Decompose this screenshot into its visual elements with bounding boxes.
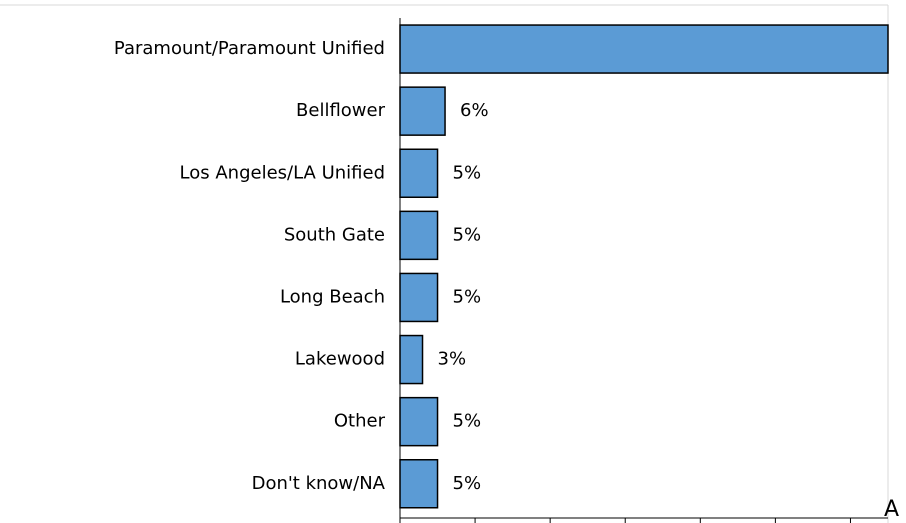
bar — [399, 24, 889, 74]
y-tick-label: Other — [334, 411, 386, 432]
y-tick-label: Los Angeles/LA Unified — [180, 162, 385, 183]
bar — [399, 459, 439, 509]
bar — [399, 334, 424, 385]
bar — [399, 86, 446, 136]
y-tick-label: Paramount/Paramount Unified — [114, 38, 385, 59]
value-label: 5% — [453, 162, 482, 183]
value-label: 6% — [460, 100, 489, 121]
value-label: 5% — [453, 286, 482, 307]
y-tick-label: Don't know/NA — [252, 473, 386, 494]
bar — [399, 210, 439, 261]
value-label: 5% — [453, 411, 482, 432]
bar — [399, 148, 439, 198]
y-tick-label: Bellflower — [296, 100, 386, 121]
bar — [399, 396, 439, 447]
annotation: A — [884, 497, 899, 522]
y-tick-label: Long Beach — [280, 286, 385, 307]
value-label: 5% — [453, 473, 482, 494]
y-tick-label: Lakewood — [295, 349, 385, 370]
value-label: 5% — [453, 224, 482, 245]
bar — [399, 272, 439, 323]
value-label: 3% — [438, 349, 467, 370]
y-tick-label: South Gate — [284, 224, 385, 245]
